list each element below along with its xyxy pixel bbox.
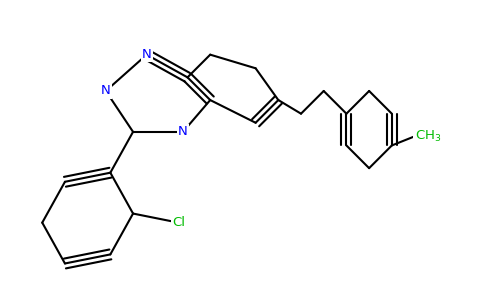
Text: Cl: Cl: [172, 216, 185, 229]
Text: CH$_3$: CH$_3$: [414, 129, 441, 144]
Text: N: N: [101, 85, 111, 98]
Text: N: N: [142, 48, 151, 61]
Text: N: N: [178, 125, 188, 138]
